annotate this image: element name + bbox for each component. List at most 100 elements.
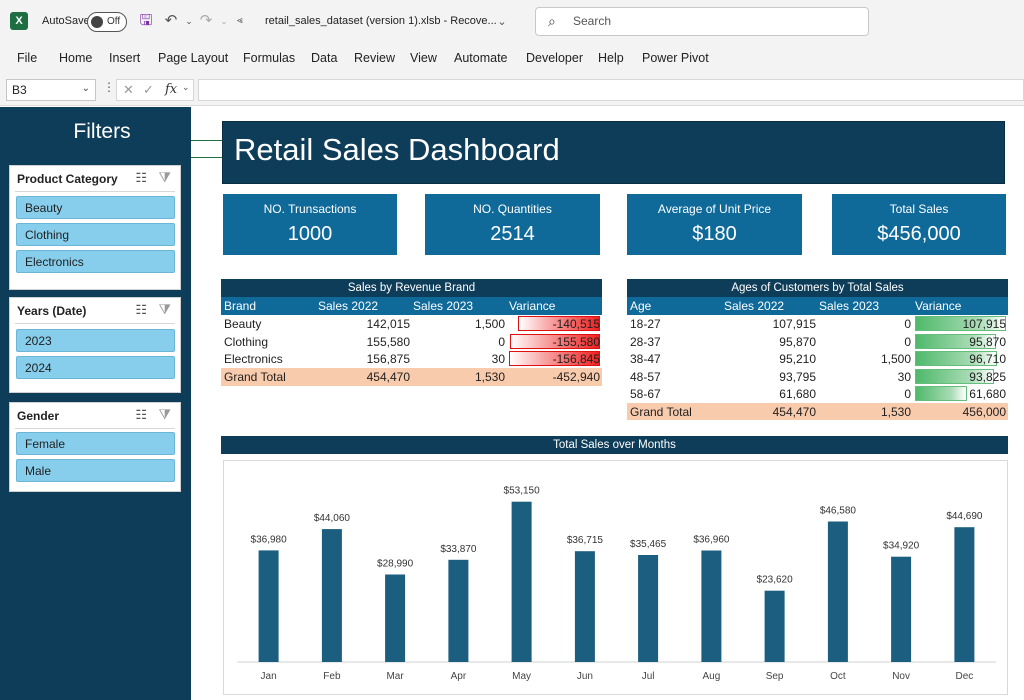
variance-data-bar bbox=[915, 316, 1006, 331]
x-tick-label-dec: Dec bbox=[956, 671, 974, 682]
chart-bar-dec[interactable] bbox=[954, 527, 975, 662]
title-dropdown-icon[interactable]: ⌄ bbox=[497, 16, 507, 28]
slicer-item-2024[interactable]: 2024 bbox=[16, 356, 175, 379]
data-label-dec: $44,690 bbox=[946, 511, 983, 522]
multi-select-icon[interactable]: ☷ bbox=[135, 407, 147, 422]
sales-2022-cell: 454,470 bbox=[772, 404, 816, 419]
variance-cell: 456,000 bbox=[962, 404, 1006, 419]
x-tick-label-feb: Feb bbox=[323, 671, 341, 682]
cell-reference: B3 bbox=[12, 83, 27, 97]
kpi-label: Total Sales bbox=[889, 202, 949, 216]
table-row: 48-57 93,795 30 93,825 bbox=[627, 368, 1008, 386]
name-box[interactable]: B3 ⌄ bbox=[6, 79, 96, 101]
redo-dropdown-icon[interactable]: ⌄ bbox=[220, 16, 228, 26]
tab-insert[interactable]: Insert bbox=[109, 51, 141, 65]
slicer-item-2023[interactable]: 2023 bbox=[16, 329, 175, 352]
more-options-icon[interactable]: ⋮ bbox=[103, 80, 115, 94]
data-label-mar: $28,990 bbox=[377, 559, 414, 570]
tab-page-layout[interactable]: Page Layout bbox=[158, 51, 229, 65]
sales-2022-cell: 95,210 bbox=[779, 352, 816, 366]
slicer-item-beauty[interactable]: Beauty bbox=[16, 196, 175, 219]
data-label-sep: $23,620 bbox=[757, 575, 794, 586]
chart-bar-feb[interactable] bbox=[321, 529, 342, 662]
insert-function-icon[interactable]: fx bbox=[165, 82, 178, 97]
slicer-item-electronics[interactable]: Electronics bbox=[16, 250, 175, 273]
slicer-item-female[interactable]: Female bbox=[16, 432, 175, 455]
document-title[interactable]: retail_sales_dataset (version 1).xlsb - … bbox=[265, 15, 497, 27]
variance-data-bar bbox=[915, 386, 967, 401]
chart-canvas: $36,980 Jan $44,060 Feb $28,990 Mar $33,870 Apr… bbox=[237, 486, 996, 682]
kpi-label: NO. Quantities bbox=[473, 202, 552, 216]
tab-file[interactable]: File bbox=[17, 51, 38, 65]
chart-bar-apr[interactable] bbox=[448, 559, 469, 662]
multi-select-icon[interactable]: ☷ bbox=[135, 302, 147, 317]
cancel-icon[interactable]: ✕ bbox=[123, 82, 134, 97]
chart-bar-oct[interactable] bbox=[827, 521, 848, 663]
tab-view[interactable]: View bbox=[410, 51, 437, 65]
table-row: Electronics 156,875 30 -156,845 bbox=[221, 350, 602, 368]
formula-input[interactable] bbox=[198, 79, 1024, 101]
sales-2023-cell: 30 bbox=[491, 352, 505, 366]
sales-2022-cell: 93,795 bbox=[779, 369, 816, 384]
search-placeholder: Search bbox=[573, 14, 612, 28]
clear-filter-icon[interactable]: ⧩ bbox=[158, 301, 172, 317]
chart-bar-mar[interactable] bbox=[385, 574, 406, 663]
tab-power-pivot[interactable]: Power Pivot bbox=[642, 51, 709, 65]
chart-bar-may[interactable] bbox=[511, 501, 532, 662]
function-dropdown-icon[interactable]: ⌄ bbox=[182, 82, 190, 92]
slicer-item-clothing[interactable]: Clothing bbox=[16, 223, 175, 246]
variance-cell: -452,940 bbox=[552, 370, 600, 384]
kpi-quantities: NO. Quantities 2514 bbox=[425, 194, 600, 255]
chart-bar-jul[interactable] bbox=[638, 555, 659, 662]
search-icon: ⌕ bbox=[548, 13, 556, 29]
chart-bar-aug[interactable] bbox=[701, 550, 722, 663]
chart-bar-jun[interactable] bbox=[574, 551, 595, 662]
variance-data-bar bbox=[915, 368, 994, 384]
monthly-sales-chart[interactable]: $36,980 Jan $44,060 Feb $28,990 Mar $33,870 Apr… bbox=[223, 460, 1008, 695]
grand-total-row: Grand Total 454,470 1,530 -452,940 bbox=[221, 368, 602, 386]
variance-cell: -140,515 bbox=[552, 317, 600, 331]
variance-cell: -155,580 bbox=[552, 334, 600, 349]
sales-2023-cell: 1,530 bbox=[474, 370, 505, 384]
search-box[interactable]: ⌕ Search bbox=[535, 7, 869, 36]
enter-icon[interactable]: ✓ bbox=[143, 82, 154, 97]
kpi-transactions: NO. Trunsactions 1000 bbox=[223, 194, 397, 255]
chevron-down-icon[interactable]: ⌄ bbox=[81, 83, 90, 94]
variance-cell: -156,845 bbox=[552, 352, 600, 366]
redo-icon[interactable]: ↷ bbox=[199, 12, 213, 29]
multi-select-icon[interactable]: ☷ bbox=[135, 170, 147, 185]
save-icon[interactable]: 🖫 bbox=[139, 12, 153, 29]
clear-filter-icon[interactable]: ⧩ bbox=[158, 169, 172, 185]
variance-cell: 96,710 bbox=[969, 352, 1006, 366]
variance-cell: 61,680 bbox=[969, 387, 1006, 401]
slicer-title: Years (Date) bbox=[17, 304, 87, 318]
chart-bar-jan[interactable] bbox=[258, 550, 279, 662]
tab-formulas[interactable]: Formulas bbox=[243, 51, 296, 65]
clear-filter-icon[interactable]: ⧩ bbox=[158, 406, 172, 422]
active-cell-indicator[interactable] bbox=[191, 140, 223, 158]
filters-title: Filters bbox=[73, 120, 131, 143]
tab-help[interactable]: Help bbox=[598, 51, 624, 65]
tab-developer[interactable]: Developer bbox=[526, 51, 583, 65]
tab-review[interactable]: Review bbox=[354, 51, 395, 65]
tab-home[interactable]: Home bbox=[59, 51, 93, 65]
chart-bar-nov[interactable] bbox=[891, 556, 912, 662]
undo-icon[interactable]: ↶ bbox=[164, 12, 178, 29]
chart-bar-sep[interactable] bbox=[764, 590, 785, 662]
kpi-average-unit-price: Average of Unit Price $180 bbox=[627, 194, 802, 255]
tab-automate[interactable]: Automate bbox=[454, 51, 508, 65]
data-label-oct: $46,580 bbox=[820, 506, 857, 517]
autosave-toggle[interactable]: Off bbox=[87, 12, 127, 32]
customize-toolbar-icon[interactable]: ⪡ bbox=[237, 15, 243, 26]
toggle-knob-icon bbox=[91, 16, 103, 28]
variance-data-bar bbox=[915, 333, 996, 349]
slicer-item-male[interactable]: Male bbox=[16, 459, 175, 482]
tab-data[interactable]: Data bbox=[311, 51, 338, 65]
variance-cell: 107,915 bbox=[962, 317, 1006, 331]
table-row: Clothing 155,580 0 -155,580 bbox=[221, 333, 602, 351]
row-label: 58-67 bbox=[630, 387, 661, 401]
header-cell: Sales 2022 bbox=[318, 299, 379, 313]
header-cell: Variance bbox=[509, 299, 556, 313]
undo-dropdown-icon[interactable]: ⌄ bbox=[185, 16, 193, 26]
slicer-header: Years (Date) ☷ ⧩ bbox=[15, 298, 175, 324]
